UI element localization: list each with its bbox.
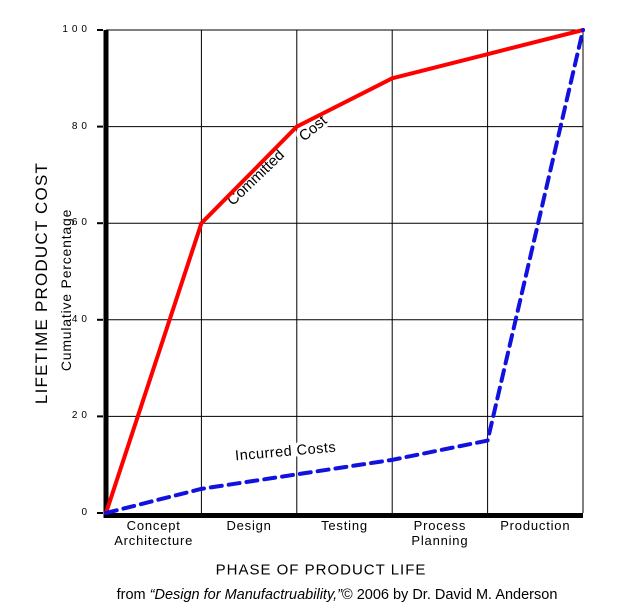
x-category-label: Design bbox=[226, 518, 272, 533]
series-line-committed-cost bbox=[104, 28, 585, 515]
caption-book-title: “Design for Manufactruability,” bbox=[149, 587, 342, 603]
series-line-incurred-costs bbox=[104, 28, 585, 515]
committed-cost-label-word1: Committed bbox=[224, 146, 288, 209]
x-axis-title: PHASE OF PRODUCT LIFE bbox=[215, 561, 427, 579]
y-axis-subtitle: Cumulative Percentage bbox=[58, 208, 74, 372]
data-lines-layer bbox=[104, 28, 585, 515]
series-labels-layer: Committed Cost Incurred Costs bbox=[220, 108, 340, 468]
y-tick-label: 80 bbox=[71, 120, 91, 132]
grid-and-axes-layer bbox=[97, 29, 584, 518]
y-tick-label: 60 bbox=[71, 217, 91, 229]
y-tick-label: 100 bbox=[62, 24, 91, 35]
incurred-costs-label: Incurred Costs bbox=[234, 440, 336, 465]
y-tick-label: 40 bbox=[71, 313, 91, 325]
caption-suffix: © 2006 by Dr. David M. Anderson bbox=[341, 587, 558, 603]
caption-prefix: from bbox=[116, 587, 150, 603]
y-axis-title: LIFETIME PRODUCT COST bbox=[32, 161, 51, 405]
x-category-label: Process Planning bbox=[411, 518, 469, 548]
x-category-label: Concept Architecture bbox=[114, 518, 194, 548]
y-tick-label: 0 bbox=[81, 507, 91, 518]
x-category-label: Production bbox=[500, 518, 571, 533]
source-caption: from “Design for Manufactruability,”© 20… bbox=[117, 587, 558, 603]
x-category-label: Testing bbox=[321, 518, 368, 533]
y-tick-label: 20 bbox=[71, 410, 91, 422]
